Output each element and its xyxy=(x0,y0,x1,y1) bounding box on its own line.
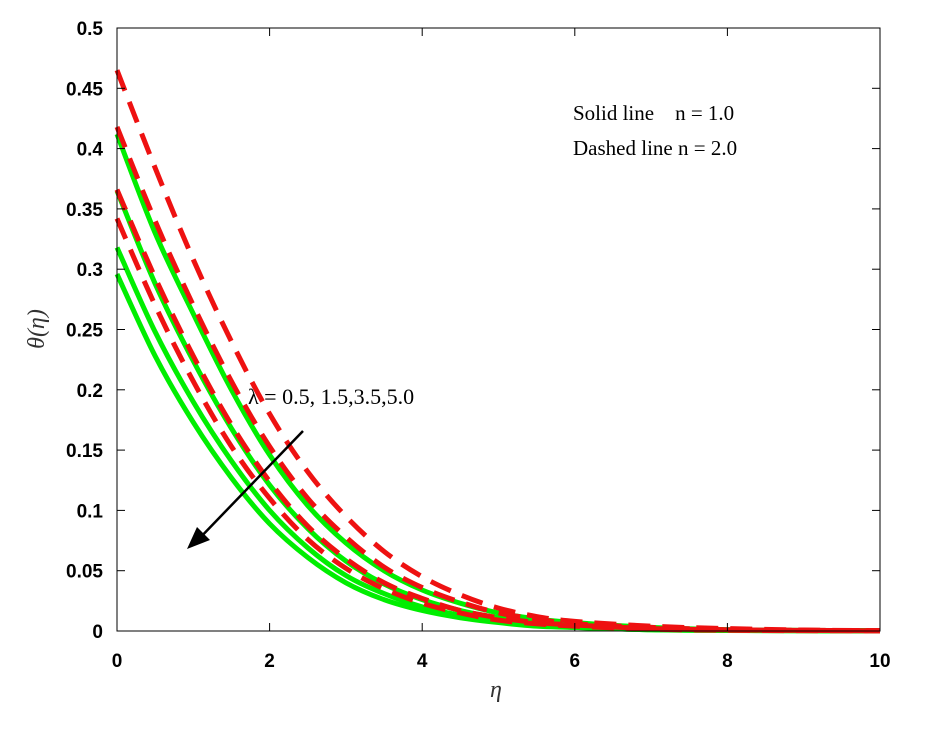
plot-frame xyxy=(116,27,881,632)
x-tick-label: 8 xyxy=(722,651,733,672)
series-layer xyxy=(114,69,881,634)
ticks-layer: 0 0.05 0.1 0.15 0.2 0.25 0.3 0.35 0.4 0.45 0.5 0 2 4 6… xyxy=(66,19,891,672)
series-line-solid xyxy=(114,246,881,634)
legend-line-solid: Solid line n = 1.0 xyxy=(573,101,734,125)
series-line-dashed xyxy=(114,188,881,634)
legend-line-dashed: Dashed line n = 2.0 xyxy=(573,136,737,160)
y-axis-title: θ(η) xyxy=(24,309,50,349)
y-tick-label: 0.25 xyxy=(66,321,103,342)
lambda-annotation: λ = 0.5, 1.5,3.5,5.0 xyxy=(248,384,414,409)
x-tick-label: 2 xyxy=(264,651,275,672)
y-tick-label: 0.4 xyxy=(77,140,104,161)
series-line-dashed xyxy=(114,125,881,634)
y-tick-label: 0.35 xyxy=(66,200,103,221)
y-tick-label: 0 xyxy=(92,622,103,643)
x-tick-label: 10 xyxy=(869,651,890,672)
series-line-dashed xyxy=(114,217,881,634)
x-tick-label: 0 xyxy=(112,651,123,672)
trend-arrow-head xyxy=(187,527,210,549)
y-tick-label: 0.1 xyxy=(77,501,104,522)
y-tick-label: 0.3 xyxy=(77,260,103,281)
y-tick-label: 0.15 xyxy=(66,441,103,462)
y-tick-label: 0.2 xyxy=(77,381,103,402)
x-tick-label: 6 xyxy=(570,651,581,672)
series-line-dashed xyxy=(114,69,881,634)
series-line-solid xyxy=(114,272,881,634)
y-tick-label: 0.5 xyxy=(77,19,104,40)
y-tick-label: 0.05 xyxy=(66,562,103,583)
y-tick-label: 0.45 xyxy=(66,79,103,100)
series-line-solid xyxy=(114,189,881,634)
x-tick-label: 4 xyxy=(417,651,428,672)
x-axis-title: η xyxy=(490,677,502,703)
trend-arrow xyxy=(194,430,304,544)
